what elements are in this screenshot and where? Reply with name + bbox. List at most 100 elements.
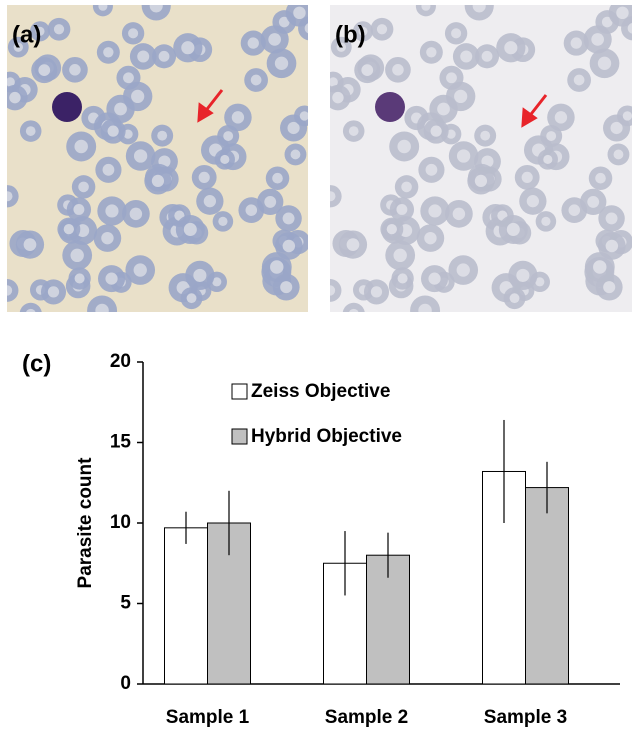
cell-center bbox=[98, 5, 108, 11]
wbc bbox=[52, 92, 82, 122]
cell-center bbox=[53, 24, 65, 35]
y-axis-title: Parasite count bbox=[75, 457, 96, 589]
cell-center bbox=[74, 139, 88, 154]
cell-center bbox=[456, 263, 470, 277]
y-tick-label: 0 bbox=[120, 673, 131, 694]
cell-center bbox=[474, 174, 488, 188]
cell-center bbox=[133, 149, 148, 163]
cell-center bbox=[376, 24, 388, 35]
cell-center bbox=[593, 260, 607, 274]
panel-label: (a) bbox=[12, 21, 41, 48]
cell-center bbox=[26, 308, 36, 312]
cell-center bbox=[396, 204, 408, 215]
cell-center bbox=[268, 33, 281, 46]
cell-center bbox=[198, 171, 210, 183]
cell-center bbox=[480, 130, 491, 141]
cell bbox=[330, 278, 342, 302]
legend-label: Zeiss Objective bbox=[251, 381, 390, 402]
cell-center bbox=[186, 293, 197, 304]
cell-center bbox=[149, 5, 163, 13]
cell-center bbox=[218, 216, 228, 227]
wbc bbox=[375, 92, 405, 122]
cell bbox=[141, 5, 171, 21]
cell-center bbox=[349, 308, 359, 312]
y-tick-label: 10 bbox=[110, 512, 131, 533]
cell-center bbox=[361, 64, 374, 76]
cell-center bbox=[133, 263, 147, 277]
cell-center bbox=[605, 239, 619, 253]
cell-center bbox=[330, 191, 336, 202]
cell-center bbox=[591, 33, 604, 46]
cell-center bbox=[290, 149, 301, 160]
cell-center bbox=[426, 47, 437, 58]
x-tick-label: Sample 1 bbox=[166, 707, 250, 728]
bar bbox=[164, 527, 208, 685]
cell-center bbox=[397, 139, 411, 154]
cell-center bbox=[123, 129, 133, 139]
cell-center bbox=[437, 102, 450, 116]
cell-center bbox=[454, 89, 468, 104]
cell-center bbox=[299, 111, 308, 121]
cell-center bbox=[397, 273, 408, 284]
cell-center bbox=[424, 231, 437, 245]
cell-center bbox=[421, 5, 431, 11]
cell-center bbox=[38, 64, 51, 76]
cell-center bbox=[63, 223, 74, 235]
cell-center bbox=[181, 41, 195, 55]
cell-center bbox=[546, 131, 557, 142]
cell-center bbox=[272, 172, 283, 184]
cell-center bbox=[428, 272, 441, 285]
cell-center bbox=[247, 37, 259, 49]
cell-center bbox=[274, 56, 289, 71]
cell-center bbox=[220, 154, 230, 165]
cell bbox=[19, 302, 42, 312]
cell-center bbox=[74, 273, 85, 284]
cell-center bbox=[401, 181, 412, 193]
cell-center bbox=[282, 212, 295, 225]
cell-center bbox=[304, 23, 308, 34]
cell-center bbox=[330, 285, 336, 296]
cell-center bbox=[570, 37, 582, 49]
cell-center bbox=[103, 47, 114, 58]
cell-center bbox=[605, 212, 618, 225]
cell-center bbox=[526, 195, 540, 208]
cell-center bbox=[481, 50, 493, 62]
cell-center bbox=[102, 163, 115, 176]
cell-center bbox=[573, 74, 585, 86]
cell-center bbox=[114, 102, 127, 116]
cell-center bbox=[129, 207, 143, 221]
cell-center bbox=[13, 42, 23, 52]
cell-center bbox=[203, 195, 217, 208]
cell bbox=[7, 278, 19, 302]
cell-center bbox=[151, 174, 165, 188]
x-tick-label: Sample 2 bbox=[325, 707, 408, 728]
arrows bbox=[197, 89, 548, 128]
cell-center bbox=[336, 42, 346, 52]
cell-center bbox=[101, 231, 114, 245]
cell-center bbox=[610, 121, 623, 135]
cell-center bbox=[616, 6, 629, 20]
legend-label: Hybrid Objective bbox=[251, 426, 402, 447]
cell-center bbox=[554, 111, 568, 124]
cell-center bbox=[280, 281, 293, 294]
cell-center bbox=[393, 248, 407, 263]
panel-label: (c) bbox=[22, 350, 51, 377]
cell-center bbox=[603, 281, 616, 294]
y-tick-label: 20 bbox=[110, 351, 131, 372]
arrow-head-b bbox=[521, 107, 538, 128]
cell-center bbox=[107, 125, 119, 137]
cell-center bbox=[123, 72, 134, 84]
cell bbox=[342, 302, 365, 312]
cell-center bbox=[9, 91, 21, 104]
cell-center bbox=[430, 125, 442, 137]
cell-center bbox=[428, 204, 442, 218]
cell-center bbox=[278, 16, 290, 28]
cell-center bbox=[70, 248, 84, 263]
cell-center bbox=[128, 28, 139, 39]
cell bbox=[7, 185, 19, 208]
cell bbox=[330, 185, 342, 208]
cell-center bbox=[451, 28, 462, 39]
cell-center bbox=[23, 238, 37, 251]
cells-b bbox=[330, 5, 632, 312]
